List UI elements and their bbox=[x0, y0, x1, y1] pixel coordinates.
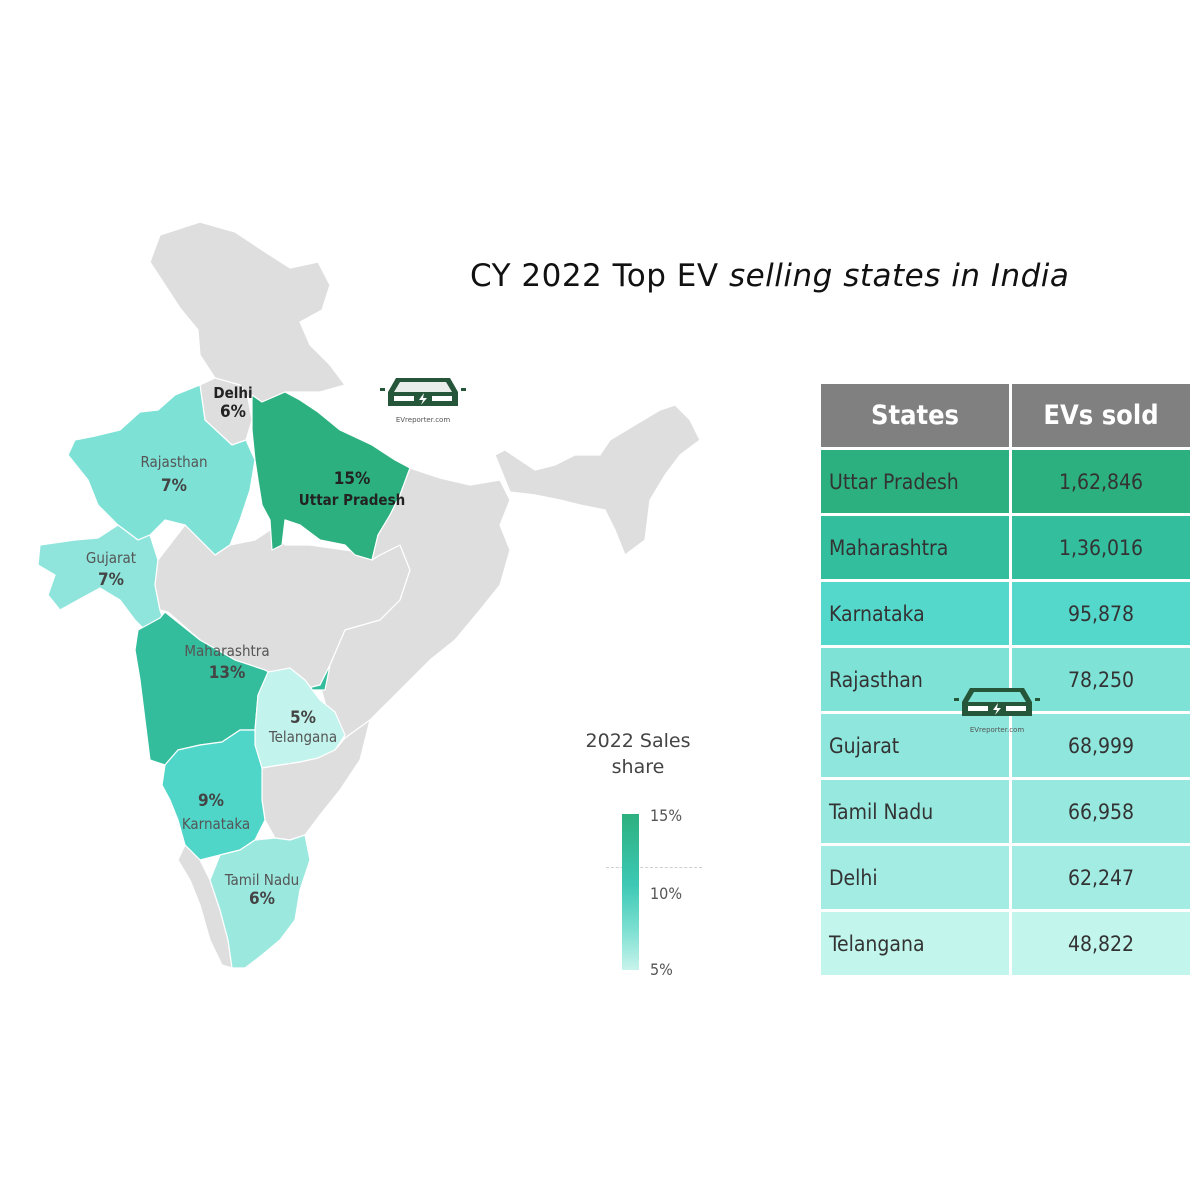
map-label-up-share: 15% bbox=[333, 469, 371, 489]
region-rajasthan bbox=[67, 384, 256, 556]
map-label-maharashtra-name: Maharashtra bbox=[184, 642, 270, 660]
table-row: Tamil Nadu 66,958 bbox=[821, 780, 1190, 843]
state-cell: Karnataka bbox=[821, 582, 1009, 645]
map-label-maharashtra: Maharashtra 13% bbox=[184, 642, 269, 683]
sold-cell: 62,247 bbox=[1012, 846, 1190, 909]
state-cell: Telangana bbox=[821, 912, 1009, 975]
region-karnataka bbox=[161, 729, 266, 861]
table-row: Maharashtra 1,36,016 bbox=[821, 516, 1190, 579]
column-header-states: States bbox=[821, 384, 1009, 447]
ev-car-charging-icon bbox=[380, 378, 466, 406]
ev-sales-table: States EVs sold Uttar Pradesh 1,62,846 M… bbox=[818, 381, 1193, 978]
table-row: Gujarat 68,999 bbox=[821, 714, 1190, 777]
state-cell: Gujarat bbox=[821, 714, 1009, 777]
state-cell: Maharashtra bbox=[821, 516, 1009, 579]
sold-cell: 68,999 bbox=[1012, 714, 1190, 777]
legend-color-scale bbox=[622, 814, 639, 970]
map-label-telangana-name: Telangana bbox=[268, 728, 338, 746]
watermark-text: EVreporter.com bbox=[969, 726, 1025, 734]
region-andhra bbox=[261, 719, 371, 841]
map-label-karnataka: 9% Karnataka bbox=[182, 792, 250, 834]
map-label-rajasthan-share: 7% bbox=[161, 476, 187, 496]
column-header-evs-sold: EVs sold bbox=[1012, 384, 1190, 447]
region-tamil-nadu bbox=[209, 834, 311, 969]
table-row: Rajasthan 78,250 bbox=[821, 648, 1190, 711]
state-cell: Uttar Pradesh bbox=[821, 450, 1009, 513]
map-label-tamil-nadu-share: 6% bbox=[249, 889, 275, 909]
sold-cell: 78,250 bbox=[1012, 648, 1190, 711]
region-kerala bbox=[177, 844, 233, 969]
state-cell: Delhi bbox=[821, 846, 1009, 909]
legend-tick-min: 5% bbox=[650, 960, 673, 979]
sold-cell: 95,878 bbox=[1012, 582, 1190, 645]
title-part-upright: CY 2022 Top EV bbox=[470, 258, 729, 294]
ev-car-charging-icon bbox=[954, 688, 1040, 716]
map-label-delhi-share: 6% bbox=[220, 402, 246, 422]
map-label-karnataka-name: Karnataka bbox=[181, 815, 251, 833]
chart-title: CY 2022 Top EV selling states in India bbox=[470, 258, 1069, 294]
legend-title-line2: share bbox=[611, 756, 665, 778]
watermark-logo-table: EVreporter.com bbox=[952, 682, 1042, 734]
sold-cell: 1,36,016 bbox=[1012, 516, 1190, 579]
map-label-karnataka-share: 9% bbox=[198, 791, 224, 811]
map-label-maharashtra-share: 13% bbox=[208, 663, 246, 683]
table-row: Karnataka 95,878 bbox=[821, 582, 1190, 645]
map-label-gujarat: Gujarat 7% bbox=[86, 549, 136, 590]
map-label-uttar-pradesh: 15% Uttar Pradesh bbox=[299, 470, 405, 510]
map-label-rajasthan: Rajasthan 7% bbox=[140, 453, 207, 496]
title-part-italic: selling states in India bbox=[728, 258, 1070, 294]
watermark-logo-map: EVreporter.com bbox=[378, 372, 468, 424]
legend-tick-max: 15% bbox=[650, 806, 682, 825]
table-row: Telangana 48,822 bbox=[821, 912, 1190, 975]
table-header-row: States EVs sold bbox=[821, 384, 1190, 447]
map-label-up-name: Uttar Pradesh bbox=[298, 491, 406, 509]
map-label-gujarat-name: Gujarat bbox=[85, 549, 137, 567]
map-label-rajasthan-name: Rajasthan bbox=[140, 453, 208, 471]
region-north bbox=[149, 221, 346, 403]
map-label-telangana-share: 5% bbox=[290, 708, 316, 728]
table-row: Uttar Pradesh 1,62,846 bbox=[821, 450, 1190, 513]
legend-title: 2022 Sales share bbox=[574, 728, 702, 780]
region-uttar-pradesh bbox=[251, 391, 411, 561]
map-label-tamil-nadu: Tamil Nadu 6% bbox=[225, 871, 299, 909]
map-label-delhi-name: Delhi bbox=[213, 384, 253, 402]
legend-divider bbox=[606, 867, 702, 868]
map-label-tamil-nadu-name: Tamil Nadu bbox=[224, 871, 300, 889]
india-map bbox=[38, 221, 701, 969]
map-label-gujarat-share: 7% bbox=[98, 570, 124, 590]
watermark-text: EVreporter.com bbox=[395, 416, 451, 424]
sold-cell: 1,62,846 bbox=[1012, 450, 1190, 513]
map-label-delhi: Delhi 6% bbox=[213, 384, 252, 422]
legend-tick-mid: 10% bbox=[650, 884, 682, 903]
sold-cell: 66,958 bbox=[1012, 780, 1190, 843]
table-row: Delhi 62,247 bbox=[821, 846, 1190, 909]
sold-cell: 48,822 bbox=[1012, 912, 1190, 975]
legend-title-line1: 2022 Sales bbox=[585, 730, 691, 752]
region-northeast bbox=[494, 404, 701, 556]
state-cell: Tamil Nadu bbox=[821, 780, 1009, 843]
map-label-telangana: 5% Telangana bbox=[269, 709, 337, 747]
